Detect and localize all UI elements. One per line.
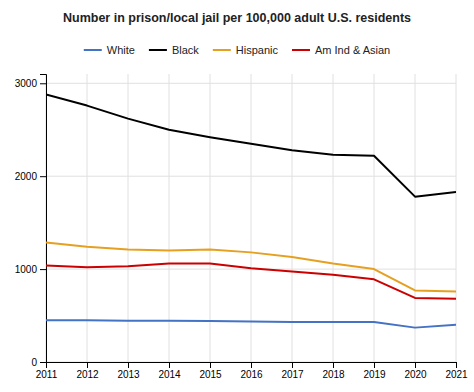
x-tick-label: 2016 [240, 369, 263, 380]
x-tick: 2018 [322, 362, 345, 380]
x-tick: 2017 [281, 362, 304, 380]
y-tick-mark [40, 362, 46, 363]
y-tick: 0 [31, 357, 46, 368]
legend-item: White [84, 44, 135, 56]
lines [46, 94, 456, 327]
x-tick-label: 2021 [445, 369, 468, 380]
legend-item: Am Ind & Asian [292, 44, 390, 56]
y-axis-line [40, 75, 47, 363]
x-tick: 2012 [76, 362, 99, 380]
x-tick-mark [210, 362, 211, 368]
y-tick-label: 2000 [15, 171, 38, 182]
legend: White Black Hispanic Am Ind & Asian [84, 44, 390, 56]
x-tick: 2014 [158, 362, 181, 380]
x-tick-mark [251, 362, 252, 368]
legend-label: Hispanic [236, 44, 279, 56]
x-tick: 2021 [445, 362, 468, 380]
y-tick-mark [40, 83, 46, 84]
legend-label: White [107, 44, 135, 56]
series-line [46, 94, 456, 196]
grid-line-x [169, 74, 170, 362]
legend-label: Am Ind & Asian [315, 44, 390, 56]
grid-line-x [456, 74, 457, 362]
grid-line-x [374, 74, 375, 362]
x-tick-mark [292, 362, 293, 368]
x-tick: 2011 [36, 362, 58, 380]
grid-line-x [333, 74, 334, 362]
legend-swatch [213, 49, 231, 51]
y-tick: 3000 [15, 78, 46, 89]
x-tick: 2015 [199, 362, 222, 380]
legend-item: Hispanic [213, 44, 279, 56]
x-tick-label: 2013 [117, 369, 140, 380]
y-tick-label: 1000 [15, 264, 38, 275]
x-tick-label: 2014 [158, 369, 181, 380]
x-tick-mark [374, 362, 375, 368]
grid-line-x [292, 74, 293, 362]
x-tick-mark [87, 362, 88, 368]
x-tick: 2016 [240, 362, 263, 380]
legend-swatch [292, 49, 310, 51]
plot-area: 2011 2012 2013 2014 2015 2016 2017 2018 2019 2020… [15, 74, 468, 380]
x-tick-mark [128, 362, 129, 368]
series-line [46, 320, 456, 327]
x-axis: 2011 2012 2013 2014 2015 2016 2017 2018 2019 2020… [36, 362, 468, 380]
chart-container: Number in prison/local jail per 100,000 … [0, 0, 474, 392]
x-tick: 2013 [117, 362, 140, 380]
legend-label: Black [172, 44, 199, 56]
y-tick-mark [40, 269, 46, 270]
grid-line-x [251, 74, 252, 362]
x-tick-label: 2011 [36, 369, 58, 380]
x-tick: 2019 [363, 362, 386, 380]
x-axis-line [47, 363, 457, 369]
x-tick-label: 2018 [322, 369, 345, 380]
y-tick: 1000 [15, 264, 46, 275]
y-tick-label: 0 [31, 357, 37, 368]
series-line [46, 264, 456, 299]
legend-item: Black [149, 44, 199, 56]
grid-line-x [415, 74, 416, 362]
x-tick-label: 2020 [404, 369, 427, 380]
chart: Number in prison/local jail per 100,000 … [0, 0, 474, 392]
y-tick: 2000 [15, 171, 46, 182]
x-tick-mark [169, 362, 170, 368]
title: Number in prison/local jail per 100,000 … [63, 11, 411, 25]
x-tick: 2020 [404, 362, 427, 380]
grid-line-x [128, 74, 129, 362]
legend-swatch [149, 49, 167, 51]
x-tick-label: 2019 [363, 369, 386, 380]
x-tick-mark [456, 362, 457, 368]
legend-swatch [84, 49, 102, 51]
x-tick-label: 2015 [199, 369, 222, 380]
y-axis: 0 1000 2000 3000 [15, 75, 47, 368]
x-tick-label: 2017 [281, 369, 304, 380]
y-tick-mark [40, 176, 46, 177]
grid-line-x [210, 74, 211, 362]
grid [46, 74, 456, 362]
y-tick-label: 3000 [15, 78, 38, 89]
x-tick-mark [333, 362, 334, 368]
grid-line-x [87, 74, 88, 362]
x-tick-label: 2012 [76, 369, 99, 380]
x-tick-mark [415, 362, 416, 368]
